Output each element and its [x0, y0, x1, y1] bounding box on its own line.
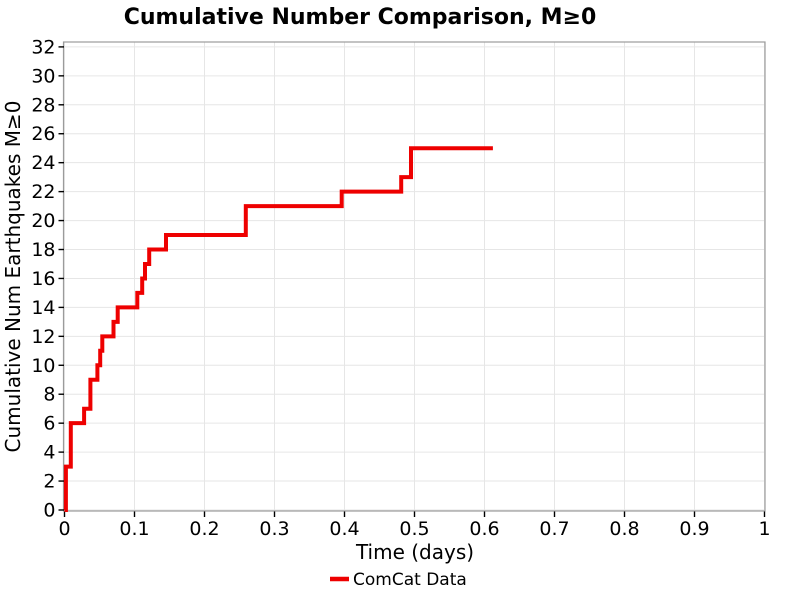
gridlines [64, 42, 765, 511]
legend: ComCat Data [330, 570, 467, 590]
x-tick-label: 0.9 [679, 518, 709, 540]
x-tick-label: 0.4 [329, 518, 359, 540]
y-tick-label: 10 [31, 355, 55, 377]
legend-label: ComCat Data [353, 570, 467, 590]
y-tick-label: 12 [31, 326, 55, 348]
x-axis-title: Time (days) [355, 540, 474, 564]
y-tick-label: 14 [31, 297, 55, 319]
y-tick-label: 6 [43, 413, 55, 435]
axis-ticks [58, 46, 766, 517]
y-tick-label: 30 [31, 65, 55, 87]
x-tick-label: 0.2 [189, 518, 219, 540]
y-tick-label: 32 [31, 36, 55, 58]
x-tick-label: 0.8 [609, 518, 639, 540]
y-tick-label: 8 [43, 384, 55, 406]
y-tick-label: 24 [31, 152, 55, 174]
x-tick-label: 0.6 [469, 518, 499, 540]
y-tick-label: 0 [43, 500, 55, 522]
y-tick-label: 4 [43, 442, 55, 464]
y-tick-label: 28 [31, 94, 55, 116]
x-tick-label: 1 [758, 518, 770, 540]
y-tick-label: 26 [31, 123, 55, 145]
x-tick-labels: 0 0.1 0.2 0.3 0.4 0.5 0.6 0.7 0.8 0.9 1 [58, 518, 770, 540]
plot-border [62, 41, 766, 512]
y-tick-label: 16 [31, 268, 55, 290]
x-tick-label: 0.3 [259, 518, 289, 540]
y-tick-label: 20 [31, 210, 55, 232]
y-tick-label: 22 [31, 181, 55, 203]
y-axis-title: Cumulative Num Earthquakes M≥0 [1, 101, 25, 453]
x-tick-label: 0.1 [119, 518, 149, 540]
x-tick-label: 0 [58, 518, 70, 540]
y-tick-label: 2 [43, 471, 55, 493]
y-tick-label: 18 [31, 239, 55, 261]
chart-title: Cumulative Number Comparison, M≥0 [124, 5, 597, 30]
x-tick-label: 0.5 [399, 518, 429, 540]
x-tick-label: 0.7 [539, 518, 569, 540]
comcat-data-step-line [63, 146, 493, 512]
